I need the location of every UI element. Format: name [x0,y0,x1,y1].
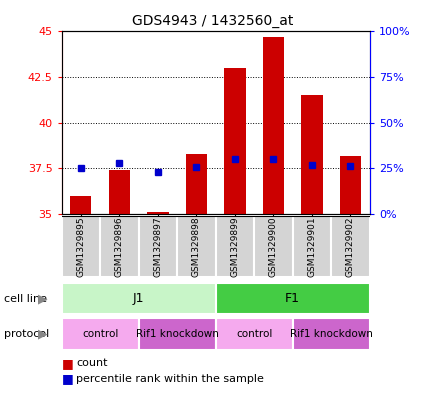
Text: ▶: ▶ [38,292,48,305]
Text: GSM1329900: GSM1329900 [269,216,278,277]
Bar [139,216,177,277]
Text: ■: ■ [62,356,74,370]
Bar [100,216,139,277]
Text: GSM1329901: GSM1329901 [307,216,317,277]
Bar [224,68,246,214]
Bar [215,318,293,350]
Bar [147,212,168,214]
Text: J1: J1 [133,292,145,305]
Text: ■: ■ [62,372,74,386]
Bar [215,216,254,277]
Text: GSM1329902: GSM1329902 [346,217,355,277]
Text: GSM1329896: GSM1329896 [115,216,124,277]
Bar [340,156,361,214]
Bar [109,170,130,214]
Text: control: control [82,329,118,339]
Bar [62,216,100,277]
Text: GSM1329898: GSM1329898 [192,216,201,277]
Text: cell line: cell line [4,294,47,304]
Text: protocol: protocol [4,329,49,339]
Text: GSM1329897: GSM1329897 [153,216,162,277]
Bar [177,216,215,277]
Bar [139,318,215,350]
Bar [254,216,293,277]
Bar [293,216,331,277]
Bar [331,216,370,277]
Bar [70,196,91,214]
Bar [301,95,323,214]
Text: Rif1 knockdown: Rif1 knockdown [290,329,373,339]
Bar [215,283,370,314]
Bar [62,283,215,314]
Bar [62,318,139,350]
Bar [263,37,284,214]
Text: ▶: ▶ [38,327,48,341]
Text: count: count [76,358,108,368]
Text: F1: F1 [285,292,300,305]
Text: GSM1329895: GSM1329895 [76,216,85,277]
Bar [186,154,207,214]
Text: GSM1329899: GSM1329899 [230,216,239,277]
Text: GDS4943 / 1432560_at: GDS4943 / 1432560_at [132,14,293,28]
Text: percentile rank within the sample: percentile rank within the sample [76,374,264,384]
Bar [293,318,370,350]
Text: control: control [236,329,272,339]
Text: Rif1 knockdown: Rif1 knockdown [136,329,218,339]
